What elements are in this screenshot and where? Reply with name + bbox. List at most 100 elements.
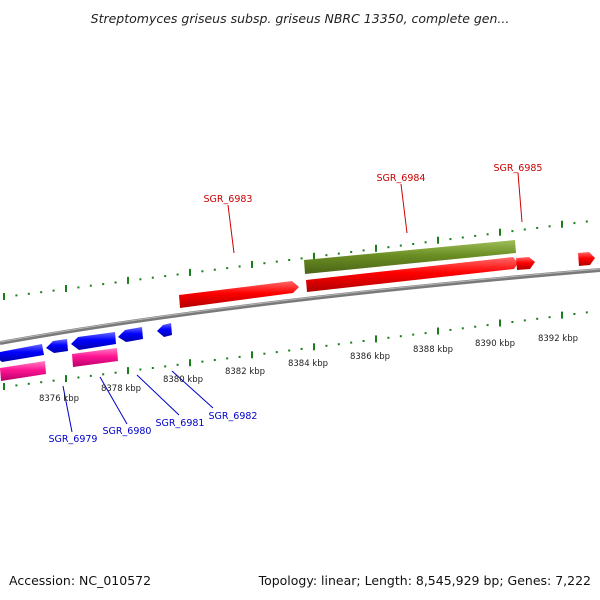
minor-tick bbox=[15, 384, 18, 387]
minor-tick bbox=[226, 267, 229, 270]
minor-tick bbox=[27, 292, 30, 295]
minor-tick bbox=[226, 357, 229, 360]
minor-tick bbox=[288, 259, 291, 261]
gene-arrow-next[interactable] bbox=[578, 252, 595, 266]
major-tick bbox=[561, 220, 563, 228]
minor-tick bbox=[461, 327, 464, 330]
minor-tick bbox=[114, 371, 117, 374]
gene-arrow-sgr-6983[interactable] bbox=[179, 281, 299, 308]
minor-tick bbox=[52, 379, 55, 382]
minor-tick bbox=[238, 355, 241, 358]
genome-summary-text: Topology: linear; Length: 8,545,929 bp; … bbox=[258, 573, 591, 588]
minor-tick bbox=[114, 281, 117, 284]
feature-bar-reverse-1[interactable] bbox=[0, 361, 46, 381]
minor-tick bbox=[536, 317, 539, 320]
bottom-leader-lines bbox=[62, 370, 214, 433]
axis-tick-label: 8392 kbp bbox=[538, 334, 578, 344]
gene-arrow-sgr-6984[interactable] bbox=[306, 257, 518, 292]
accession-text: Accession: NC_010572 bbox=[9, 573, 151, 588]
gene-arrow-sgr-6980[interactable] bbox=[118, 327, 143, 342]
minor-tick bbox=[325, 344, 328, 347]
minor-tick bbox=[102, 283, 105, 286]
axis-tick-label: 8386 kbp bbox=[350, 352, 390, 362]
minor-tick bbox=[449, 328, 452, 331]
gene-label-sgr-6984[interactable]: SGR_6984 bbox=[377, 173, 426, 184]
gene-arrow-sgr-6981[interactable] bbox=[157, 323, 172, 337]
minor-tick bbox=[350, 341, 353, 344]
minor-tick bbox=[548, 225, 551, 228]
major-tick bbox=[313, 343, 315, 351]
minor-tick bbox=[77, 286, 80, 289]
minor-tick bbox=[424, 241, 427, 244]
minor-tick bbox=[474, 234, 477, 237]
minor-tick bbox=[362, 340, 365, 342]
minor-tick bbox=[164, 365, 167, 368]
minor-tick bbox=[449, 238, 452, 241]
map-title: Streptomyces griseus subsp. griseus NBRC… bbox=[91, 11, 510, 26]
minor-tick bbox=[52, 289, 55, 292]
major-tick bbox=[65, 285, 67, 292]
genome-backbone-highlight bbox=[0, 268, 600, 343]
feature-bar-reverse-2[interactable] bbox=[72, 348, 118, 367]
minor-tick bbox=[263, 352, 266, 355]
major-tick bbox=[127, 276, 129, 284]
axis-tick-label: 8388 kbp bbox=[413, 345, 453, 355]
minor-tick bbox=[548, 316, 551, 319]
feature-bar-sgr-6984[interactable] bbox=[304, 240, 516, 274]
minor-tick bbox=[486, 233, 489, 236]
minor-tick bbox=[412, 243, 415, 245]
minor-tick bbox=[337, 252, 340, 255]
gene-label-sgr-6983[interactable]: SGR_6983 bbox=[204, 194, 253, 205]
axis-tick-label: 8384 kbp bbox=[288, 359, 328, 369]
gene-label-sgr-6982[interactable]: SGR_6982 bbox=[209, 411, 258, 422]
axis-tick-label: 8390 kbp bbox=[475, 339, 515, 349]
lower-tick-track bbox=[3, 311, 588, 390]
major-tick bbox=[251, 351, 253, 359]
axis-tick-label: 8380 kbp bbox=[163, 375, 203, 385]
axis-tick-label: 8376 kbp bbox=[39, 394, 79, 404]
gene-arrow-reverse-2[interactable] bbox=[46, 339, 68, 353]
minor-tick bbox=[424, 332, 427, 335]
minor-tick bbox=[412, 333, 415, 336]
minor-tick bbox=[536, 226, 539, 229]
gene-arrow-sgr-6979[interactable] bbox=[71, 332, 116, 350]
minor-tick bbox=[213, 268, 216, 271]
minor-tick bbox=[151, 367, 154, 369]
major-tick bbox=[189, 359, 191, 367]
minor-tick bbox=[27, 382, 30, 385]
major-tick bbox=[437, 236, 439, 244]
major-tick bbox=[499, 228, 501, 236]
minor-tick bbox=[40, 381, 43, 384]
major-tick bbox=[127, 367, 129, 375]
minor-tick bbox=[300, 257, 303, 260]
minor-tick bbox=[77, 376, 80, 379]
gene-label-sgr-6985[interactable]: SGR_6985 bbox=[494, 163, 543, 174]
minor-tick bbox=[176, 273, 179, 276]
major-tick bbox=[65, 375, 67, 383]
major-tick bbox=[375, 244, 377, 252]
genome-backbone bbox=[0, 268, 600, 345]
minor-tick bbox=[164, 275, 167, 278]
major-tick bbox=[313, 252, 315, 260]
axis-tick-label: 8382 kbp bbox=[225, 367, 265, 377]
minor-tick bbox=[362, 249, 365, 252]
minor-tick bbox=[399, 244, 402, 247]
minor-tick bbox=[573, 222, 576, 225]
gene-arrow-sgr-6985[interactable] bbox=[516, 257, 535, 270]
minor-tick bbox=[139, 278, 142, 281]
minor-tick bbox=[337, 343, 340, 346]
gene-arrow-reverse-1[interactable] bbox=[0, 344, 44, 362]
major-tick bbox=[437, 327, 439, 335]
gene-label-sgr-6981[interactable]: SGR_6981 bbox=[156, 418, 205, 429]
minor-tick bbox=[176, 363, 179, 366]
minor-tick bbox=[350, 251, 353, 253]
minor-tick bbox=[15, 294, 18, 297]
minor-tick bbox=[523, 319, 526, 322]
minor-tick bbox=[511, 230, 514, 233]
minor-tick bbox=[89, 284, 92, 287]
gene-label-sgr-6979[interactable]: SGR_6979 bbox=[49, 434, 98, 445]
minor-tick bbox=[399, 335, 402, 338]
minor-tick bbox=[387, 246, 390, 249]
gene-label-sgr-6980[interactable]: SGR_6980 bbox=[103, 426, 152, 437]
